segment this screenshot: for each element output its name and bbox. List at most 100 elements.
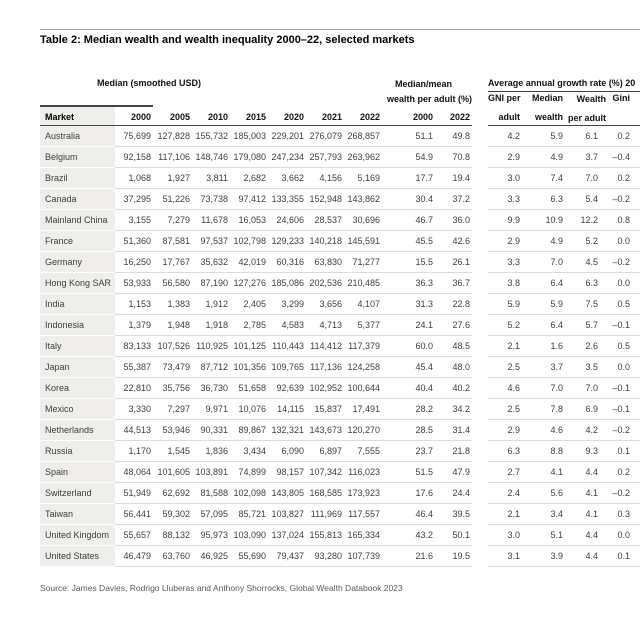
median-value: 63,760 <box>153 545 192 567</box>
median-value: 148,746 <box>192 146 230 168</box>
column-spacer <box>472 146 488 167</box>
median-value: 3,330 <box>115 398 153 420</box>
median-mean-value: 21.8 <box>435 440 473 462</box>
median-value: 103,827 <box>268 503 306 525</box>
median-mean-value: 40.4 <box>382 377 436 399</box>
median-mean-value: 36.7 <box>435 272 473 294</box>
median-mean-value: 45.4 <box>382 356 436 378</box>
median-value: 63,830 <box>306 251 344 273</box>
column-spacer <box>472 356 488 377</box>
market-name: Australia <box>40 125 115 147</box>
growth-value: 6.3 <box>565 272 601 294</box>
growth-value: 7.0 <box>565 377 601 399</box>
median-value: 1,153 <box>115 293 153 315</box>
median-value: 102,098 <box>230 482 268 504</box>
median-mean-value: 36.0 <box>435 209 473 231</box>
growth-value: 7.4 <box>522 167 566 189</box>
median-value: 36,730 <box>192 377 230 399</box>
growth-value: 4.4 <box>565 524 601 546</box>
median-value: 127,828 <box>153 125 192 147</box>
median-value: 3,155 <box>115 209 153 231</box>
market-name: Hong Kong SAR <box>40 272 115 294</box>
col-header-year-2022: 2022 <box>344 106 383 126</box>
growth-value: 3.4 <box>522 503 566 525</box>
table-row: Japan 55,387 73,479 87,712 101,356 109,765 117… <box>40 356 640 378</box>
growth-value: 7.0 <box>565 167 601 189</box>
median-mean-value: 46.4 <box>382 503 436 525</box>
market-name: Canada <box>40 188 115 210</box>
page-title: Table 2: Median wealth and wealth inequa… <box>40 34 415 46</box>
median-value: 9,971 <box>192 398 230 420</box>
table-row: Hong Kong SAR 53,933 56,580 87,190 127,276 18… <box>40 272 640 294</box>
growth-value: 1.6 <box>522 335 566 357</box>
median-value: 140,218 <box>306 230 344 252</box>
growth-value: 6.4 <box>522 272 566 294</box>
source-note: Source: James Davies, Rodrigo Lluberas a… <box>40 583 403 593</box>
median-mean-value: 37.2 <box>435 188 473 210</box>
growth-value: 2.7 <box>488 461 523 483</box>
median-value: 17,767 <box>153 251 192 273</box>
col-header-wealth: Wealth <box>565 91 606 106</box>
median-value: 81,588 <box>192 482 230 504</box>
median-value: 57,095 <box>192 503 230 525</box>
column-spacer <box>472 188 488 209</box>
col-header-year-2005: 2005 <box>153 106 192 126</box>
median-mean-value: 26.1 <box>435 251 473 273</box>
median-value: 185,003 <box>230 125 268 147</box>
column-spacer <box>472 335 488 356</box>
median-value: 98,157 <box>268 461 306 483</box>
market-name: India <box>40 293 115 315</box>
median-value: 155,813 <box>306 524 344 546</box>
growth-value: 0.3 <box>600 503 633 525</box>
median-value: 145,591 <box>344 230 383 252</box>
median-value: 35,632 <box>192 251 230 273</box>
growth-value: –0.1 <box>600 314 633 336</box>
clipped-header-cell <box>632 106 640 126</box>
growth-value: 0.0 <box>600 230 633 252</box>
median-value: 46,479 <box>115 545 153 567</box>
median-value: 102,952 <box>306 377 344 399</box>
median-value: 44,513 <box>115 419 153 441</box>
growth-value: 5.4 <box>565 188 601 210</box>
median-value: 37,295 <box>115 188 153 210</box>
median-value: 1,545 <box>153 440 192 462</box>
median-value: 74,899 <box>230 461 268 483</box>
median-mean-value: 17.7 <box>382 167 436 189</box>
median-value: 4,583 <box>268 314 306 336</box>
median-value: 87,712 <box>192 356 230 378</box>
median-mean-label: Median/mean <box>395 79 453 89</box>
growth-value: 4.6 <box>488 377 523 399</box>
median-mean-value: 42.6 <box>435 230 473 252</box>
median-value: 83,133 <box>115 335 153 357</box>
median-value: 97,412 <box>230 188 268 210</box>
median-value: 56,441 <box>115 503 153 525</box>
table-row: United States 46,479 63,760 46,925 55,690 79,… <box>40 545 640 567</box>
median-mean-value: 50.1 <box>435 524 473 546</box>
median-value: 3,662 <box>268 167 306 189</box>
col-header-mm-2000: 2000 <box>382 106 436 126</box>
top-divider-rule <box>40 29 640 30</box>
median-value: 5,377 <box>344 314 383 336</box>
median-value: 24,606 <box>268 209 306 231</box>
column-spacer <box>472 91 488 106</box>
median-value: 1,170 <box>115 440 153 462</box>
growth-value: 3.5 <box>565 356 601 378</box>
clipped-cell <box>632 503 640 525</box>
median-value: 132,321 <box>268 419 306 441</box>
clipped-cell <box>632 209 640 231</box>
column-spacer <box>472 503 488 524</box>
median-value: 90,331 <box>192 419 230 441</box>
clipped-cell <box>632 230 640 252</box>
growth-value: 6.1 <box>565 125 601 147</box>
median-value: 42,019 <box>230 251 268 273</box>
clipped-cell <box>632 314 640 336</box>
median-value: 79,437 <box>268 545 306 567</box>
median-value: 6,897 <box>306 440 344 462</box>
median-value: 143,862 <box>344 188 383 210</box>
median-value: 89,867 <box>230 419 268 441</box>
median-value: 51,360 <box>115 230 153 252</box>
median-value: 46,925 <box>192 545 230 567</box>
growth-value: 6.3 <box>522 188 566 210</box>
median-value: 48,064 <box>115 461 153 483</box>
median-value: 2,785 <box>230 314 268 336</box>
